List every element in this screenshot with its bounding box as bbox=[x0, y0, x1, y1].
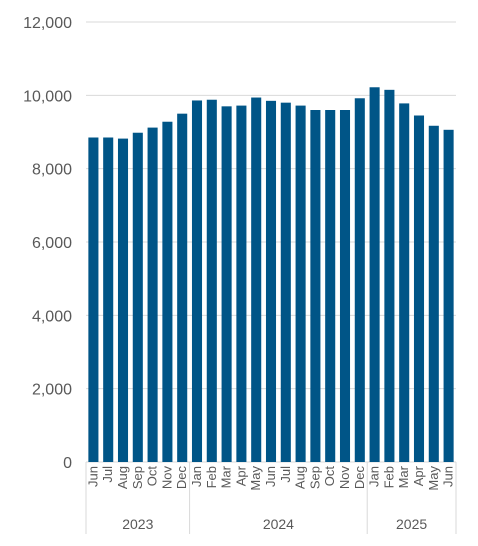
y-tick-label: 0 bbox=[63, 455, 72, 472]
bar bbox=[251, 97, 262, 463]
x-tick-label: Jul bbox=[100, 466, 115, 483]
y-axis-tick-labels: 0 2,000 4,000 6,000 8,000 10,000 12,000 bbox=[23, 15, 72, 472]
bar bbox=[369, 87, 380, 463]
x-tick-label: Jan bbox=[367, 466, 382, 487]
x-axis-year-groups: 2023 2024 2025 bbox=[85, 462, 457, 534]
bar bbox=[443, 129, 454, 463]
bar bbox=[103, 137, 114, 462]
x-tick-label: Apr bbox=[233, 465, 248, 486]
bar bbox=[236, 105, 247, 462]
x-tick-label: Nov bbox=[159, 466, 174, 490]
x-tick-label: Jun bbox=[85, 466, 100, 487]
bar bbox=[339, 110, 351, 462]
x-axis-month-labels: Jun Jul Aug Sep Oct Nov Dec Jan Feb Mar Apr May Jun J… bbox=[85, 465, 455, 490]
x-tick-label: Jul bbox=[278, 466, 293, 483]
x-tick-label: Oct bbox=[145, 466, 160, 487]
bar bbox=[117, 138, 129, 462]
bar bbox=[132, 132, 143, 462]
bar bbox=[162, 121, 173, 462]
x-tick-label: Mar bbox=[396, 465, 411, 488]
year-label: 2024 bbox=[263, 516, 294, 532]
bar bbox=[384, 89, 395, 462]
x-tick-label: Mar bbox=[219, 465, 234, 488]
x-tick-label: Jan bbox=[189, 466, 204, 487]
year-label: 2023 bbox=[122, 516, 153, 532]
x-tick-label: Sep bbox=[307, 466, 322, 489]
x-tick-label: Apr bbox=[411, 465, 426, 486]
x-tick-label: Aug bbox=[293, 466, 308, 489]
bar bbox=[310, 110, 321, 462]
bar bbox=[206, 99, 217, 462]
x-tick-label: Nov bbox=[337, 466, 352, 490]
x-tick-label: Dec bbox=[352, 466, 367, 490]
y-tick-label: 6,000 bbox=[32, 235, 72, 252]
x-tick-label: Aug bbox=[115, 466, 130, 489]
bar bbox=[280, 102, 291, 463]
x-tick-label: Jun bbox=[263, 466, 278, 487]
x-tick-label: Oct bbox=[322, 466, 337, 487]
bar bbox=[147, 127, 158, 462]
y-tick-label: 2,000 bbox=[32, 382, 72, 399]
bar bbox=[325, 110, 336, 462]
y-tick-label: 4,000 bbox=[32, 308, 72, 325]
bar bbox=[88, 137, 99, 462]
x-tick-label: Dec bbox=[174, 466, 189, 490]
bar bbox=[413, 115, 425, 462]
bar bbox=[354, 98, 365, 463]
bar bbox=[295, 105, 306, 462]
bars bbox=[88, 87, 454, 463]
x-tick-label: Feb bbox=[204, 466, 219, 488]
bar bbox=[221, 106, 232, 462]
x-tick-label: Feb bbox=[381, 466, 396, 488]
bar bbox=[265, 100, 277, 462]
x-tick-label: Jun bbox=[441, 466, 456, 487]
y-tick-label: 10,000 bbox=[23, 88, 72, 105]
bar bbox=[428, 125, 439, 463]
x-tick-label: May bbox=[248, 466, 263, 491]
x-tick-label: May bbox=[426, 466, 441, 491]
bar bbox=[191, 100, 203, 462]
y-tick-label: 8,000 bbox=[32, 162, 72, 179]
bar bbox=[399, 103, 410, 463]
year-label: 2025 bbox=[396, 516, 427, 532]
x-tick-label: Sep bbox=[130, 466, 145, 489]
y-tick-label: 12,000 bbox=[23, 15, 72, 32]
bar bbox=[177, 113, 188, 463]
